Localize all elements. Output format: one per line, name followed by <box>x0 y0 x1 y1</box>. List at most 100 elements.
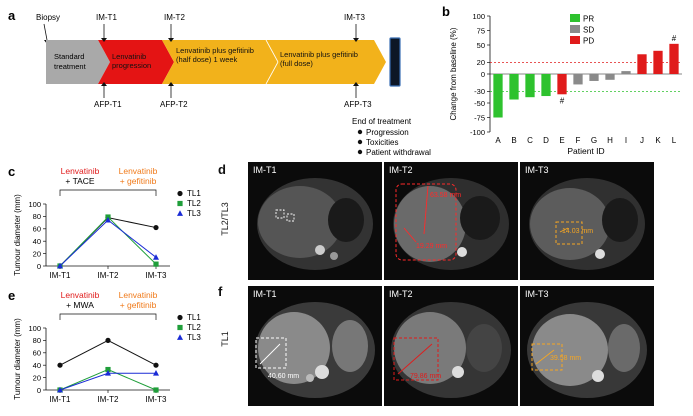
im-t1-top-label: IM-T1 <box>96 13 117 22</box>
hash-mark: # <box>560 96 565 105</box>
mri-image-d-t1: IM-T1 <box>248 162 382 280</box>
data-point-TL2 <box>153 387 159 393</box>
end-item-progression: Progression <box>366 128 409 137</box>
y-tick-label: -75 <box>474 113 485 122</box>
legend-marker <box>177 314 183 321</box>
bar-J <box>637 54 647 74</box>
y-tick-label: 0 <box>37 262 41 271</box>
lesion-marker-box <box>275 209 285 219</box>
legend-label: TL1 <box>187 189 201 198</box>
measure-label-d-t3: 14.03 mm <box>562 228 593 235</box>
measure-label-f-t1: 40.60 mm <box>268 373 299 380</box>
legend-label: TL3 <box>187 209 201 218</box>
panel-letter-e: e <box>8 288 15 303</box>
header-left-sub: + TACE <box>65 176 95 186</box>
panel-b: b 100 75 50 20 0 -30 -50 -75 -100 A B C D E # F G H I J K L # P… <box>440 0 693 165</box>
legend-label: TL2 <box>187 323 201 332</box>
y-tick-label: 40 <box>33 361 41 370</box>
x-tick-label: F <box>576 136 581 145</box>
lesion-outline-dashed <box>531 343 563 371</box>
stage-label-4: Lenvatinib plus gefitinib (full dose) <box>280 50 358 68</box>
data-point-TL1 <box>153 362 159 368</box>
row-label-f: TL1 <box>220 331 230 347</box>
y-tick-label: 80 <box>33 336 41 345</box>
bar-I <box>621 71 631 74</box>
header-right: Lenvatinib <box>119 290 158 300</box>
lesion-outline-dashed <box>393 337 439 381</box>
bar-H <box>605 74 615 80</box>
stage-label-3: Lenvatinib plus gefitinib (half dose) 1 … <box>176 46 254 64</box>
hash-mark: # <box>672 34 677 43</box>
mri-label-d-t3: IM-T3 <box>525 165 549 175</box>
x-tick-label: C <box>527 136 533 145</box>
y-axis-title: Tumour diameter (mm) <box>13 318 22 400</box>
mri-image-d-t2: 63.58 mm 19.29 mm IM-T2 <box>384 162 518 280</box>
y-tick-label: 100 <box>28 324 41 333</box>
afp-t2-label: AFP-T2 <box>160 100 188 109</box>
legend-marker <box>177 200 183 207</box>
y-tick-label: 20 <box>33 249 41 258</box>
afp-t3-label: AFP-T3 <box>344 100 372 109</box>
measure-label-d-t2-b: 19.29 mm <box>416 243 447 250</box>
end-of-treatment-bar <box>389 37 401 87</box>
x-tick-label: IM-T2 <box>98 271 119 280</box>
x-tick-label: A <box>495 136 501 145</box>
x-tick-label: IM-T1 <box>50 271 71 280</box>
x-tick-label: H <box>607 136 613 145</box>
y-tick-label: -30 <box>474 87 485 96</box>
afp-t2-arrow <box>168 82 174 86</box>
x-tick-label: E <box>559 136 564 145</box>
x-tick-label: G <box>591 136 597 145</box>
mri-image-f-t3: 39.58 mm IM-T3 <box>520 286 654 406</box>
y-tick-label: 60 <box>33 349 41 358</box>
legend-marker <box>177 190 183 197</box>
mri-image-f-t2: 79.86 mm IM-T2 <box>384 286 518 406</box>
legend-label: PR <box>583 15 594 24</box>
y-tick-label: 75 <box>477 26 485 35</box>
x-axis-title: Patient ID <box>567 146 604 156</box>
stage-label-1a: Standard <box>54 52 84 61</box>
lesion-outline-dashed <box>555 221 583 245</box>
end-item-toxicities: Toxicities <box>366 138 398 147</box>
data-point-TL2 <box>105 366 111 373</box>
panel-f: f TL1 40.60 mm IM-T1 79.86 mm IM-T2 <box>218 284 693 411</box>
panel-letter-a: a <box>8 8 16 23</box>
data-point-TL1 <box>57 362 63 368</box>
measure-label-f-t3: 39.58 mm <box>550 355 581 362</box>
measure-line <box>559 227 569 233</box>
data-point-TL3 <box>57 262 63 269</box>
bar-G <box>589 74 599 81</box>
bar-B <box>509 74 519 100</box>
stage-label-1b: treatment <box>54 62 87 71</box>
bar-E <box>557 74 567 95</box>
end-item-withdrawal: Patient withdrawal <box>366 148 431 157</box>
afp-t1-label: AFP-T1 <box>94 100 122 109</box>
biopsy-arrow <box>43 23 48 41</box>
y-tick-label: 0 <box>481 70 485 79</box>
bullet-dot <box>357 129 363 135</box>
x-tick-label: D <box>543 136 549 145</box>
measure-line <box>259 343 281 365</box>
bar-F <box>573 74 583 85</box>
header-right: Lenvatinib <box>119 166 158 176</box>
measure-line <box>423 185 429 235</box>
stage-standard-treatment <box>46 40 110 84</box>
mri-label-f-t3: IM-T3 <box>525 289 549 299</box>
panel-letter-b: b <box>442 4 450 19</box>
data-point-TL3 <box>153 370 159 376</box>
y-tick-label: 80 <box>33 212 41 221</box>
x-tick-label: IM-T1 <box>50 395 71 404</box>
row-label-d: TL2/TL3 <box>220 202 230 236</box>
y-tick-label: -50 <box>474 99 485 108</box>
bar-D <box>541 74 551 97</box>
y-tick-label: 60 <box>33 225 41 234</box>
data-point-TL3 <box>57 386 63 393</box>
y-tick-label: -100 <box>470 128 485 137</box>
data-point-TL3 <box>153 254 159 260</box>
measure-line <box>535 349 555 365</box>
y-axis-title: Change from baseline (%) <box>449 27 458 120</box>
x-tick-label: B <box>511 136 516 145</box>
mri-image-d-t3: 14.03 mm IM-T3 <box>520 162 654 280</box>
